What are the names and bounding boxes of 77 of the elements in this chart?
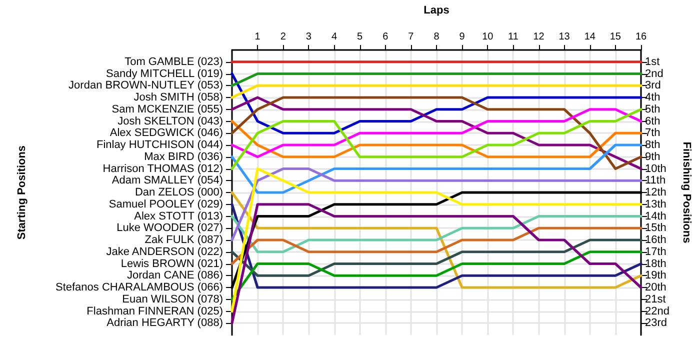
text: Starting Positions xyxy=(16,145,28,240)
x-tick-label: 12 xyxy=(533,32,545,42)
text: Stefanos CHARALAMBOUS (066) xyxy=(55,282,223,294)
text: Lewis BROWN (021) xyxy=(120,258,223,270)
text: Flashman FINNERAN (025) xyxy=(86,305,223,318)
y2-tick-label: 15th xyxy=(645,222,666,234)
y2-tick-label: 8th xyxy=(645,139,660,151)
line-series xyxy=(230,96,642,170)
x-tick-label: 8 xyxy=(434,32,440,42)
y2-tick-label: 7th xyxy=(645,127,660,140)
x-tick-label: 6 xyxy=(382,32,389,42)
y2-tick-label: 19th xyxy=(645,270,666,282)
y2-tick-label: 17th xyxy=(645,246,666,258)
line-series xyxy=(230,144,642,194)
y2-tick-label: 11th xyxy=(645,174,666,187)
text: Euan WILSON (078) xyxy=(122,293,223,306)
x-tick-label: 9 xyxy=(459,32,466,42)
y2-tick-label: 20th xyxy=(645,282,666,294)
y2-axis-title: Finishing Positions xyxy=(680,142,692,244)
y2-tick-label: 5th xyxy=(645,103,660,116)
text: Jordan CANE (086) xyxy=(127,270,223,282)
y2-tick-label: 21st xyxy=(645,293,666,306)
y2-tick-label: 3rd xyxy=(645,80,661,92)
text: Dan ZELOS (000) xyxy=(134,186,223,198)
line-series xyxy=(230,250,642,301)
y2-tick-label: 2nd xyxy=(645,68,664,80)
text: Alex STOTT (013) xyxy=(134,210,223,222)
y2-tick-label: 16th xyxy=(645,234,666,246)
text: Sandy MITCHELL (019) xyxy=(106,68,223,80)
y2-tick-label: 9th xyxy=(645,150,660,163)
x-tick-label: 15 xyxy=(610,32,622,42)
x-tick-label: 4 xyxy=(331,32,338,42)
x-axis-title: Laps xyxy=(424,4,450,16)
text: Jake ANDERSON (022) xyxy=(106,246,223,258)
text: Tom GAMBLE (023) xyxy=(124,56,223,68)
line-series xyxy=(230,214,642,254)
text: Sam MCKENZIE (055) xyxy=(112,103,223,116)
line-series xyxy=(230,108,642,170)
line-series xyxy=(230,203,642,324)
text: Max BIRD (036) xyxy=(144,150,223,163)
x-tick-label: 7 xyxy=(408,32,414,42)
x-tick-label: 10 xyxy=(482,32,494,42)
text: Samuel POOLEY (029) xyxy=(108,198,223,210)
y2-tick-label: 1st xyxy=(645,56,660,68)
y2-tick-label: 23rd xyxy=(645,317,668,330)
line-series xyxy=(230,108,642,158)
x-tick-label: 11 xyxy=(508,32,519,42)
text: Jordan BROWN-NUTLEY (053) xyxy=(68,80,223,92)
text: Adam SMALLEY (054) xyxy=(112,174,223,187)
x-tick-label: 3 xyxy=(306,32,312,42)
x-tick-label: 5 xyxy=(357,32,364,42)
y2-tick-label: 22nd xyxy=(645,305,670,318)
line-series xyxy=(230,226,642,266)
y2-tick-label: 18th xyxy=(645,258,666,270)
text: Luke WOODER (027) xyxy=(116,222,223,234)
line-series xyxy=(230,167,642,313)
line-series xyxy=(230,72,642,134)
text: Zak FULK (087) xyxy=(144,234,223,246)
text: Alex SEDGWICK (046) xyxy=(110,127,223,140)
text: Josh SMITH (058) xyxy=(134,92,223,104)
x-tick-label: 16 xyxy=(635,32,647,42)
y2-tick-label: 6th xyxy=(645,115,660,128)
text: Harrison THOMAS (012) xyxy=(102,162,223,175)
line-series xyxy=(230,120,642,158)
y2-tick-label: 4th xyxy=(645,92,660,104)
x-tick-label: 13 xyxy=(558,32,570,42)
x-tick-label: 2 xyxy=(280,32,286,42)
y2-tick-label: 13th xyxy=(645,198,666,210)
x-tick-label: 14 xyxy=(584,32,596,42)
y2-tick-label: 14th xyxy=(645,210,666,222)
y2-tick-label: 12th xyxy=(645,186,666,198)
text: Finlay HUTCHISON (044) xyxy=(96,139,223,151)
x-tick-label: 1 xyxy=(254,32,261,42)
y2-tick-label: 10th xyxy=(645,162,666,175)
line-series xyxy=(230,238,642,277)
text: Adrian HEGARTY (088) xyxy=(106,317,223,330)
text: Josh SKELTON (043) xyxy=(118,115,223,128)
